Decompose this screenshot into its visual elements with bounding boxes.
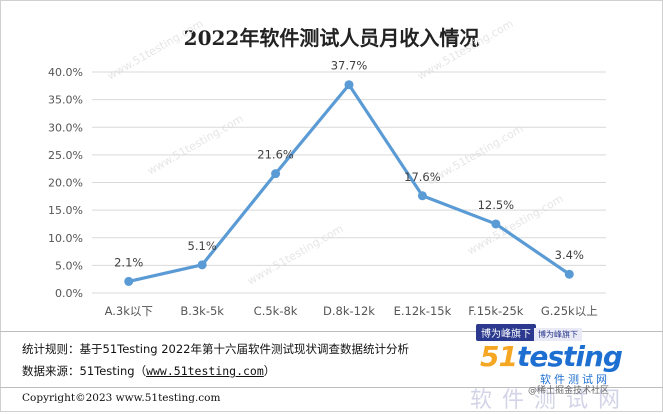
logo-brand-num: 51 xyxy=(480,340,518,373)
x-tick-label: A.3k以下 xyxy=(105,304,153,318)
y-tick-label: 25.0% xyxy=(48,149,83,162)
x-tick-label: C.5k-8k xyxy=(254,304,298,318)
data-point xyxy=(271,169,281,179)
data-point xyxy=(197,260,207,270)
logo-brand: 51testing xyxy=(480,340,623,373)
data-label: 37.7% xyxy=(331,59,368,73)
rule-label: 统计规则： xyxy=(22,342,80,356)
logo-badge-small: 博为峰旗下 xyxy=(534,328,582,341)
logo-badge: 博为峰旗下 xyxy=(476,324,536,341)
source-text: 51Testing（ xyxy=(79,364,147,378)
y-tick-label: 5.0% xyxy=(55,259,83,272)
data-label: 5.1% xyxy=(188,239,217,253)
line-chart: www.51testing.com www.51testing.com www.51… xyxy=(48,17,606,318)
x-tick-label: G.25k以上 xyxy=(541,304,598,318)
logo-watermark-big: 软件测试网 xyxy=(470,388,631,413)
chart-title: 2022年软件测试人员月收入情况 xyxy=(183,26,480,50)
data-label: 21.6% xyxy=(257,148,294,162)
watermark-text: www.51testing.com xyxy=(415,17,516,83)
data-label: 17.6% xyxy=(404,170,441,184)
footer-rule: 统计规则：基于51Testing 2022年第十六届软件测试现状调查数据统计分析 xyxy=(22,341,409,357)
y-tick-label: 15.0% xyxy=(48,204,83,217)
data-label: 3.4% xyxy=(555,248,584,262)
watermark-text: www.51testing.com xyxy=(105,17,206,83)
logo-brand-word: testing xyxy=(516,340,623,373)
data-point xyxy=(564,269,574,279)
footer-source: 数据来源：51Testing（www.51testing.com） xyxy=(22,363,275,379)
51testing-logo: 博为峰旗下 博为峰旗下 软件测试网 51testing 软件测试网 @稀土掘金技… xyxy=(470,322,660,413)
source-link[interactable]: www.51testing.com xyxy=(146,364,264,378)
data-label: 12.5% xyxy=(478,198,515,212)
x-tick-label: E.12k-15k xyxy=(394,304,452,318)
data-point xyxy=(124,276,134,286)
data-point xyxy=(491,219,501,229)
data-point xyxy=(417,191,427,201)
copyright-divider xyxy=(0,387,663,388)
y-tick-label: 35.0% xyxy=(48,94,83,107)
watermark-text: www.51testing.com xyxy=(145,112,246,178)
y-tick-label: 10.0% xyxy=(48,232,83,245)
y-tick-label: 40.0% xyxy=(48,66,83,79)
x-tick-label: B.3k-5k xyxy=(180,304,224,318)
logo-subtitle: 软件测试网 xyxy=(540,373,610,386)
copyright-text: Copyright©2023 www.51testing.com xyxy=(22,392,221,404)
y-tick-label: 30.0% xyxy=(48,121,83,134)
rule-text: 基于51Testing 2022年第十六届软件测试现状调查数据统计分析 xyxy=(79,342,409,356)
data-point xyxy=(344,80,354,90)
source-label: 数据来源： xyxy=(22,364,80,378)
data-label: 2.1% xyxy=(114,255,143,269)
footer-divider xyxy=(0,331,663,332)
x-tick-label: F.15k-25k xyxy=(468,304,523,318)
watermark-text: www.51testing.com xyxy=(245,222,346,288)
x-tick-label: D.8k-12k xyxy=(323,304,375,318)
source-close: ） xyxy=(263,364,276,378)
logo-watermark-small: @稀土掘金技术社区 xyxy=(528,386,610,396)
y-tick-label: 20.0% xyxy=(48,177,83,190)
y-tick-label: 0.0% xyxy=(55,287,83,300)
